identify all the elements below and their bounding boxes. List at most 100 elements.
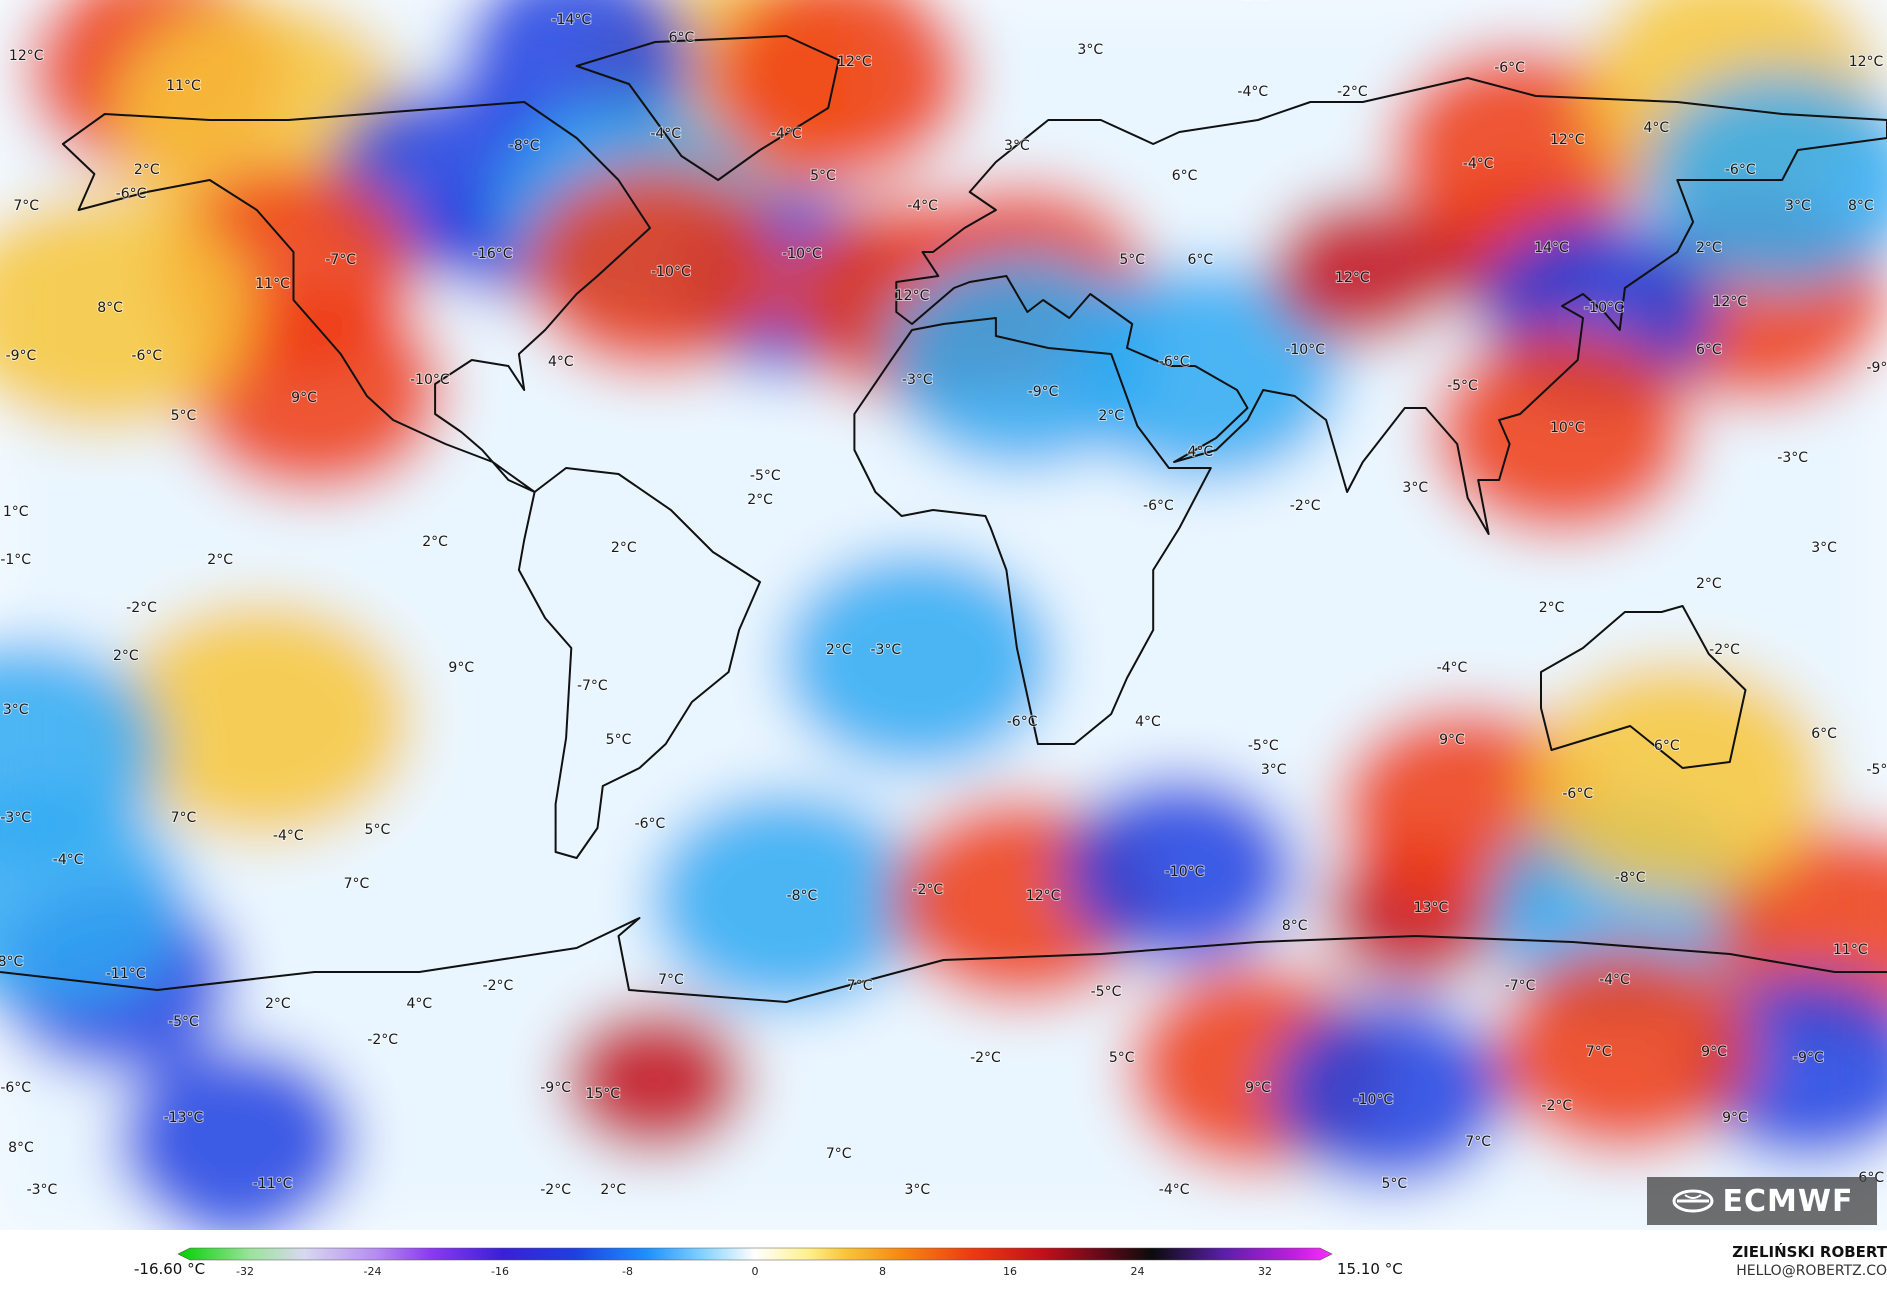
temperature-label: 3°C (1261, 762, 1287, 778)
colorbar-tick-label: 0 (752, 1265, 759, 1278)
author-email: HELLO@ROBERTZ.CO (1736, 1263, 1887, 1279)
temperature-label: 2°C (611, 540, 637, 556)
temperature-label: -3°C (870, 642, 901, 658)
temperature-label: 2°C (134, 162, 160, 178)
author-name: ZIELIŃSKI ROBERT (1732, 1243, 1887, 1261)
temperature-label: 5°C (606, 732, 632, 748)
temperature-label: 5°C (171, 408, 197, 424)
temperature-label: 11°C (255, 276, 290, 292)
temperature-label: -2°C (483, 978, 514, 994)
coastline-north-america (61, 101, 651, 493)
colorbar-tick-label: -32 (236, 1265, 254, 1278)
field-blob-cold (1060, 775, 1299, 965)
temperature-label: 2°C (207, 552, 233, 568)
temperature-label: -2°C (1541, 1098, 1572, 1114)
field-blob-very_hot (1269, 195, 1457, 345)
colorbar-tick-label: 32 (1258, 1265, 1272, 1278)
field-blob-warm (112, 600, 413, 840)
temperature-label: -4°C (1237, 84, 1268, 100)
temperature-label: -6°C (131, 348, 162, 364)
temperature-label: -2°C (1337, 84, 1368, 100)
field-blob-warm (1527, 660, 1828, 900)
temperature-label: 7°C (826, 1146, 852, 1162)
coastline-greenland (575, 35, 840, 181)
temperature-label: -2°C (540, 1182, 571, 1198)
temperature-label: -5°C (1447, 378, 1478, 394)
colorbar-tick-label: -16 (491, 1265, 509, 1278)
temperature-label: 5°C (365, 822, 391, 838)
temperature-label: 6°C (669, 30, 695, 46)
temperature-label: 5°C (1109, 1050, 1135, 1066)
field-blob-cold (1270, 997, 1508, 1187)
temperature-label: 2°C (1696, 576, 1722, 592)
colorbar-footer: -32 -24 -16 -8 0 8 16 24 32 (0, 1230, 1887, 1287)
temperature-label: 7°C (1586, 1044, 1612, 1060)
colorbar-min-label: -16.60 °C (134, 1260, 206, 1278)
coastlines (0, 35, 1887, 1003)
temperature-label: 4°C (548, 354, 574, 370)
temperature-label: -4°C (650, 126, 681, 142)
temperature-label: -4°C (1437, 660, 1468, 676)
temperature-label: -10°C (410, 372, 450, 388)
temperature-label: 3°C (1004, 138, 1030, 154)
temperature-label: 8°C (1848, 198, 1874, 214)
temperature-label: 8°C (8, 1140, 34, 1156)
temperature-label: -6°C (116, 186, 147, 202)
temperature-label: -4°C (1463, 156, 1494, 172)
colorbar-bar (177, 1247, 1333, 1261)
temperature-label: 5°C (810, 168, 836, 184)
temperature-label: 2°C (113, 648, 139, 664)
temperature-label: 6°C (1172, 168, 1198, 184)
temperature-label: 2°C (747, 492, 773, 508)
field-blob-hot (1493, 945, 1757, 1155)
temperature-label: 14°C (1534, 240, 1569, 256)
temperature-label: 12°C (895, 288, 930, 304)
temperature-label: -8°C (1615, 870, 1646, 886)
temperature-label: -6°C (1007, 714, 1038, 730)
temperature-label: -2°C (1290, 498, 1321, 514)
temperature-label: -7°C (577, 678, 608, 694)
temperature-label: 7°C (344, 876, 370, 892)
temperature-label: 5°C (1381, 1176, 1407, 1192)
temperature-label: 12°C (9, 48, 44, 64)
temperature-label: 12°C (1712, 294, 1747, 310)
temperature-field (0, 0, 1887, 1230)
ecmwf-logo: ECMWF (1647, 1177, 1877, 1225)
temperature-label: 8°C (97, 300, 123, 316)
coastline-eurasia (895, 77, 1887, 535)
coastline-antarctica (0, 917, 1887, 1003)
temperature-label: 12°C (1026, 888, 1061, 904)
temperature-label: -9°C (1793, 1050, 1824, 1066)
temperature-label: 6°C (1811, 726, 1837, 742)
temperature-label: 7°C (1465, 1134, 1491, 1150)
temperature-label: 13°C (1414, 900, 1449, 916)
temperature-label: -2°C (970, 1050, 1001, 1066)
coastline-south-america (517, 467, 761, 859)
temperature-label: -14°C (552, 12, 592, 28)
colorbar-max-label: 15.10 °C (1337, 1260, 1403, 1278)
temperature-label: -4°C (53, 852, 84, 868)
temperature-label: -6°C (635, 816, 666, 832)
temperature-label: 9°C (1701, 1044, 1727, 1060)
temperature-label: 2°C (422, 534, 448, 550)
temperature-label: -9°C (1866, 360, 1887, 376)
temperature-label: -7°C (325, 252, 356, 268)
colorbar-tick-label: 16 (1003, 1265, 1017, 1278)
temperature-label: -5°C (750, 468, 781, 484)
field-blob-cool (779, 550, 1055, 770)
temperature-label: -8°C (509, 138, 540, 154)
temperature-label: 4°C (406, 996, 432, 1012)
temperature-label: -10°C (1165, 864, 1205, 880)
temperature-labels: -14°C 12°C 11°C 6°C 12°C -4°C -4°C 5°C 3°C -2°C 3°… (0, 0, 1887, 1199)
temperature-label: 2°C (1696, 240, 1722, 256)
ecmwf-mark-icon (1672, 1189, 1714, 1213)
temperature-label: 9°C (1439, 732, 1465, 748)
temperature-label: 2°C (1539, 600, 1565, 616)
temperature-label: 4°C (1135, 714, 1161, 730)
colorbar-tick-label: -8 (622, 1265, 633, 1278)
temperature-label: 10°C (1550, 420, 1585, 436)
coastline-australia (1540, 605, 1747, 769)
temperature-label: 4°C (1187, 444, 1213, 460)
temperature-label: 12°C (1335, 270, 1370, 286)
temperature-label: -10°C (1285, 342, 1325, 358)
